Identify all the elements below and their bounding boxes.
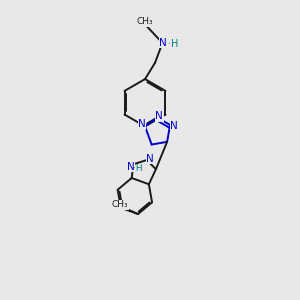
Text: N: N (146, 154, 154, 164)
Text: N: N (159, 38, 167, 48)
Text: CH₃: CH₃ (137, 17, 153, 26)
Text: CH₃: CH₃ (112, 200, 128, 209)
Text: N: N (138, 119, 146, 129)
Text: N: N (127, 162, 134, 172)
Text: ·H: ·H (168, 39, 178, 49)
Text: ·H: ·H (133, 164, 143, 173)
Text: N: N (155, 111, 163, 121)
Text: N: N (170, 122, 178, 131)
